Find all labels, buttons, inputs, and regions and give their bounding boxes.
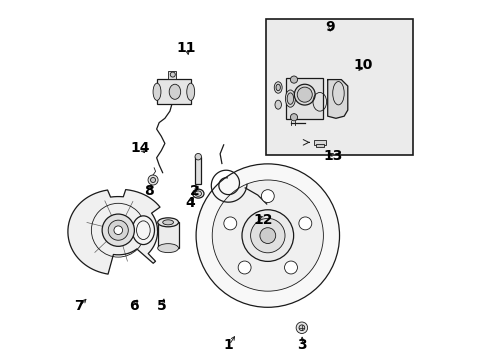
Bar — [314, 140, 325, 145]
Bar — [168, 71, 176, 78]
Polygon shape — [327, 80, 347, 118]
Polygon shape — [68, 190, 160, 274]
Text: 14: 14 — [130, 141, 150, 156]
Circle shape — [260, 228, 275, 243]
Circle shape — [284, 261, 297, 274]
Circle shape — [108, 220, 128, 240]
Ellipse shape — [276, 84, 280, 91]
Circle shape — [148, 175, 158, 185]
Text: 1: 1 — [223, 338, 233, 352]
Circle shape — [102, 214, 134, 246]
Ellipse shape — [153, 83, 161, 100]
Text: 12: 12 — [253, 213, 272, 227]
Ellipse shape — [294, 84, 314, 105]
Circle shape — [290, 76, 297, 83]
Text: 7: 7 — [74, 299, 83, 313]
Ellipse shape — [274, 100, 281, 109]
Text: 11: 11 — [176, 41, 196, 55]
Ellipse shape — [163, 220, 173, 225]
Bar — [157, 78, 191, 104]
Text: 3: 3 — [296, 338, 306, 352]
Bar — [285, 78, 323, 119]
Text: 8: 8 — [143, 184, 153, 198]
Circle shape — [170, 72, 175, 77]
Circle shape — [212, 180, 323, 291]
Ellipse shape — [158, 244, 178, 253]
Circle shape — [296, 322, 307, 333]
Text: 10: 10 — [352, 58, 372, 72]
Circle shape — [298, 325, 304, 330]
Text: 4: 4 — [185, 196, 194, 210]
Ellipse shape — [285, 90, 295, 107]
Ellipse shape — [286, 93, 293, 104]
Circle shape — [224, 217, 236, 230]
Circle shape — [290, 114, 297, 121]
Text: 6: 6 — [129, 299, 139, 313]
Text: 13: 13 — [323, 149, 343, 163]
Circle shape — [150, 177, 155, 183]
Ellipse shape — [158, 218, 178, 227]
Circle shape — [242, 210, 293, 261]
Ellipse shape — [195, 191, 201, 196]
Ellipse shape — [169, 84, 180, 99]
Ellipse shape — [297, 87, 312, 102]
Bar — [158, 222, 178, 248]
Ellipse shape — [274, 82, 282, 93]
Bar — [265, 19, 412, 155]
Text: 2: 2 — [190, 184, 200, 198]
Circle shape — [114, 226, 122, 234]
Bar — [195, 157, 201, 184]
Circle shape — [298, 217, 311, 230]
Ellipse shape — [186, 83, 194, 100]
Circle shape — [261, 190, 274, 203]
Circle shape — [238, 261, 250, 274]
Circle shape — [195, 153, 201, 160]
Bar — [316, 144, 324, 147]
Ellipse shape — [132, 216, 154, 244]
Text: 9: 9 — [325, 19, 334, 33]
Text: 5: 5 — [156, 299, 166, 313]
Circle shape — [196, 164, 339, 307]
Ellipse shape — [192, 189, 203, 198]
Circle shape — [250, 219, 285, 253]
